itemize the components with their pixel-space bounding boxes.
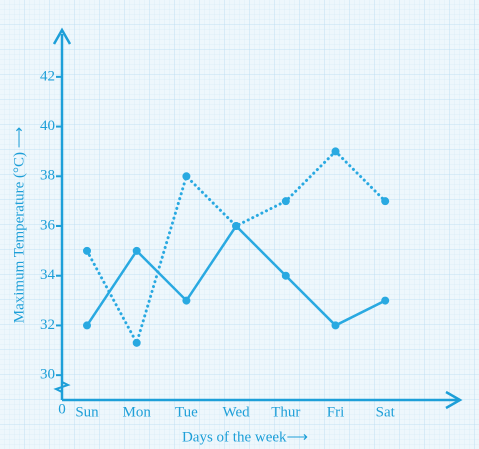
data-point bbox=[381, 197, 390, 206]
y-tick-label: 30 bbox=[40, 367, 55, 383]
data-point bbox=[182, 296, 191, 305]
data-point bbox=[381, 296, 390, 305]
axis-break bbox=[53, 378, 71, 400]
x-tick-label: Sat bbox=[376, 404, 396, 420]
origin-label: 0 bbox=[58, 401, 66, 417]
data-point bbox=[232, 222, 241, 230]
data-point bbox=[83, 246, 91, 255]
data-point bbox=[132, 246, 141, 255]
y-tick-label: 40 bbox=[40, 118, 55, 134]
y-axis-arrow bbox=[52, 27, 72, 45]
data-point bbox=[182, 172, 191, 181]
x-tick-label: Wed bbox=[223, 404, 251, 420]
x-tick-label: Thur bbox=[271, 404, 300, 420]
y-tick-label: 34 bbox=[40, 267, 56, 283]
x-axis-label: Days of the week⟶ bbox=[182, 429, 308, 445]
data-point bbox=[132, 338, 141, 347]
x-tick-label: Tue bbox=[175, 404, 198, 420]
x-tick-label: Fri bbox=[327, 404, 345, 420]
data-point bbox=[281, 197, 290, 206]
data-point bbox=[281, 271, 290, 280]
y-axis-label: Maximum Temperature (°C) ⟶ bbox=[11, 127, 27, 324]
y-tick-label: 32 bbox=[40, 317, 55, 333]
y-tick-label: 42 bbox=[40, 68, 55, 84]
data-point bbox=[83, 321, 91, 330]
x-tick-label: Mon bbox=[123, 404, 152, 420]
y-tick-label: 36 bbox=[40, 217, 56, 233]
y-tick-label: 38 bbox=[40, 168, 55, 184]
data-point bbox=[331, 321, 340, 330]
x-axis-arrow bbox=[445, 390, 463, 410]
data-point bbox=[331, 147, 340, 156]
x-tick-label: Sun bbox=[75, 404, 99, 420]
